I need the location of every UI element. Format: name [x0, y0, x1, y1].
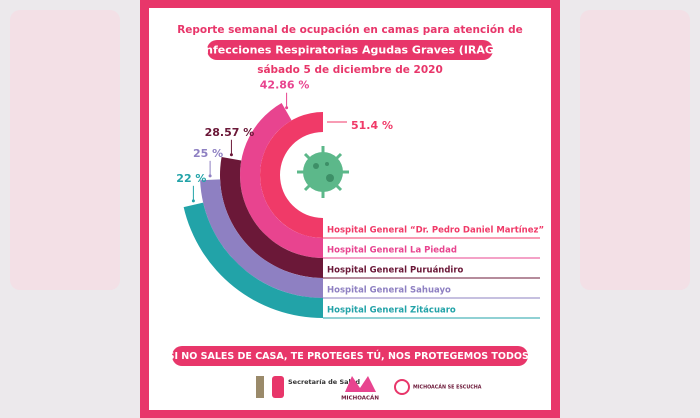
- logo-ring: [394, 379, 410, 395]
- leader-dot: [229, 153, 233, 157]
- value-label: 22 %: [176, 172, 206, 185]
- arc-bar: [183, 202, 323, 318]
- arc-bar: [260, 112, 323, 238]
- logo-shield: [256, 376, 264, 398]
- logo-salud: Secretaría de Salud: [288, 378, 360, 386]
- value-label: 28.57 %: [205, 126, 255, 139]
- logo-k: [272, 376, 284, 398]
- subtitle-pill: [207, 40, 493, 60]
- blurred-side: [10, 10, 120, 290]
- title: Reporte semanal de ocupación en camas pa…: [177, 24, 523, 36]
- footer-pill: [172, 346, 528, 366]
- logo-michoacan: MICHOACÁN: [341, 395, 379, 402]
- legend-label: Hospital General Sahuayo: [327, 286, 451, 296]
- subtitle: Infecciones Respiratorias Agudas Graves …: [201, 44, 499, 57]
- arc-bar: [220, 157, 323, 278]
- value-label: 42.86 %: [260, 79, 310, 92]
- legend-label: Hospital General Zitácuaro: [327, 306, 456, 316]
- logo-mark: [345, 376, 376, 392]
- virus-icon: [297, 146, 349, 198]
- logo-escucha: MICHOACÁN SE ESCUCHA: [413, 384, 482, 391]
- arc-bar: [240, 103, 323, 259]
- footer: SI NO SALES DE CASA, TE PROTEGES TÚ, NOS…: [168, 350, 533, 362]
- leader-dot: [285, 106, 289, 110]
- legend-label: Hospital General La Piedad: [327, 246, 457, 256]
- arc-bar: [200, 179, 323, 298]
- leader-dot: [191, 199, 195, 203]
- legend-label: Hospital General “Dr. Pedro Daniel Martí…: [327, 226, 544, 236]
- blurred-side: [580, 10, 690, 290]
- leader-dot: [208, 174, 212, 178]
- legend-label: Hospital General Puruándiro: [327, 266, 464, 276]
- value-label: 25 %: [193, 147, 223, 160]
- value-label: 51.4 %: [351, 119, 393, 132]
- date: sábado 5 de diciembre de 2020: [257, 64, 443, 76]
